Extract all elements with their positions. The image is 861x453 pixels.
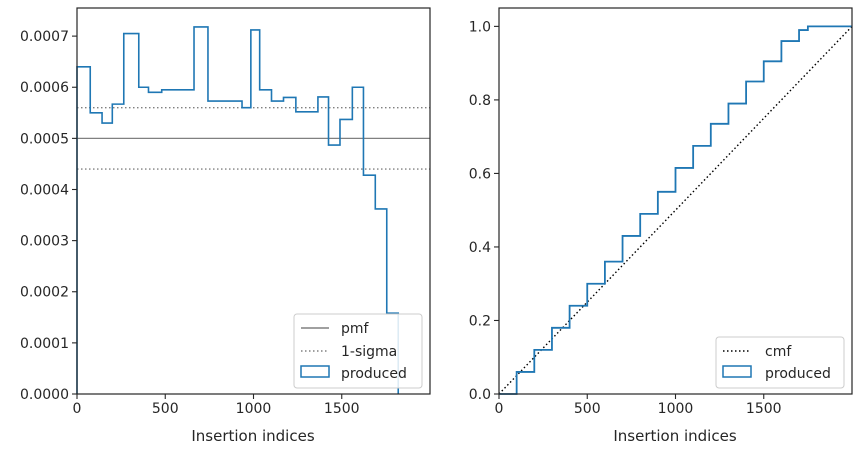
- right-x-tick-label: 0: [495, 401, 504, 417]
- left-y-tick-label: 0.0002: [20, 285, 69, 301]
- right-y-tick-label: 0.4: [469, 240, 491, 256]
- right-x-tick-label: 1500: [746, 401, 782, 417]
- right-x-axis-ticks: 0 500 1000 1500: [495, 394, 782, 417]
- left-chart: 0 500 1000 1500 0.00000.00010.00020.00030.0…: [20, 7, 431, 445]
- right-series: [498, 25, 853, 395]
- left-y-tick-label: 0.0000: [20, 387, 69, 403]
- left-x-axis-ticks: 0 500 1000 1500: [73, 394, 360, 417]
- left-reference-lines: [77, 107, 430, 170]
- right-x-tick-label: 1000: [658, 401, 694, 417]
- left-y-tick-label: 0.0006: [20, 80, 69, 96]
- left-x-tick-label: 0: [73, 401, 82, 417]
- left-y-tick-label: 0.0005: [20, 131, 69, 147]
- right-y-tick-label: 0.2: [469, 313, 491, 329]
- right-chart: 0 500 1000 1500 0.0 0.2 0.4 0.6 0.8 1.0 Insertio…: [469, 7, 853, 445]
- legend-1sigma-label: 1-sigma: [341, 344, 397, 360]
- right-y-tick-label: 1.0: [469, 19, 491, 35]
- right-y-tick-label: 0.8: [469, 93, 491, 109]
- left-x-tick-label: 1000: [236, 401, 272, 417]
- legend-produced-label: produced: [341, 366, 407, 382]
- right-x-axis-title: Insertion indices: [613, 427, 736, 445]
- right-legend: cmf produced: [715, 336, 845, 389]
- legend-produced-label-right: produced: [765, 366, 831, 382]
- left-x-tick-label: 500: [152, 401, 179, 417]
- right-y-tick-label: 0.6: [469, 166, 491, 182]
- left-y-tick-label: 0.0004: [20, 182, 69, 198]
- left-y-tick-label: 0.0007: [20, 29, 69, 45]
- right-legend-box: [715, 336, 845, 389]
- right-x-tick-label: 500: [574, 401, 601, 417]
- left-y-tick-label: 0.0001: [20, 336, 69, 352]
- legend-pmf-label: pmf: [341, 321, 370, 337]
- left-y-tick-label: 0.0003: [20, 234, 69, 250]
- left-histogram: [76, 26, 400, 394]
- right-y-axis-ticks: 0.0 0.2 0.4 0.6 0.8 1.0: [469, 19, 499, 403]
- left-legend-box: [293, 313, 423, 389]
- right-y-tick-label: 0.0: [469, 387, 491, 403]
- histogram-produced: [76, 26, 400, 394]
- left-legend: pmf 1-sigma produced: [293, 313, 423, 389]
- series-produced: [499, 25, 852, 395]
- legend-produced-swatch-right: [722, 365, 752, 378]
- legend-produced-swatch: [300, 365, 330, 378]
- left-x-tick-label: 1500: [324, 401, 360, 417]
- series-cmf: [498, 25, 853, 395]
- legend-cmf-label: cmf: [765, 344, 792, 360]
- left-x-axis-title: Insertion indices: [191, 427, 314, 445]
- left-y-axis-ticks: 0.0000 0.0001 0.0002 0.0003 0.0004 0.0005 0.00…: [20, 29, 77, 403]
